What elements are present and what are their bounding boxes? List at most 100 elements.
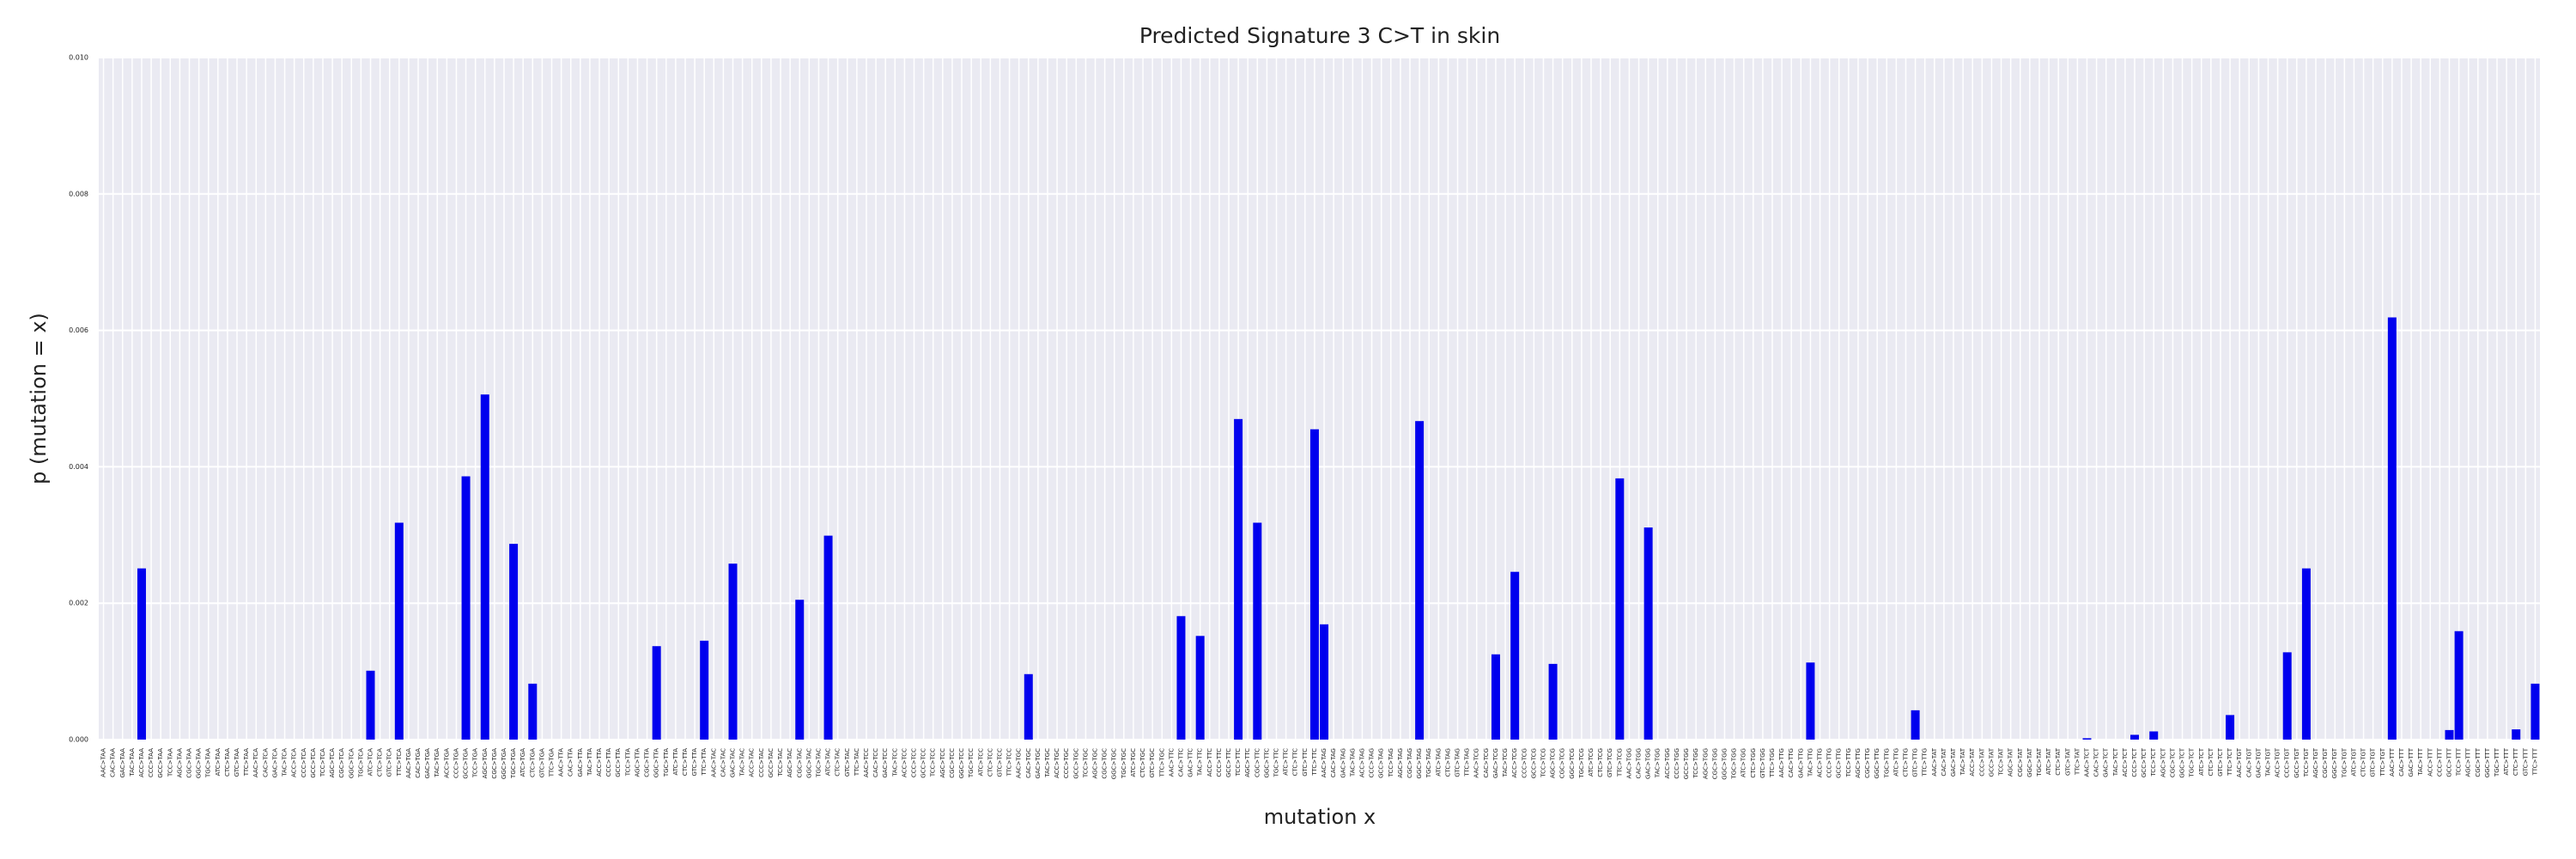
bar [1024,673,1033,740]
bar [2082,738,2092,740]
x-tick-label: GTC>TCC [996,748,1003,777]
x-tick-label: ATC>TAG [1435,748,1442,777]
x-tick-label: TCC>TTG [1845,748,1852,777]
x-tick-label: ATC>TGA [519,748,526,777]
x-tick-label: CTC>TAG [1444,748,1451,777]
x-tick-label: CCC>TTG [1826,748,1833,777]
x-tick-label: TGC>TTA [663,748,670,777]
x-tick-label: GTC>TAC [844,748,851,777]
y-tick-label: 0.000 [69,736,88,744]
x-tick-label: TAC>TTC [1197,748,1204,777]
x-tick-label: GTC>TCT [2217,747,2224,777]
x-tick-label: GCC>TAC [768,748,775,777]
x-tick-label: TTC>TAA [243,748,250,777]
x-tick-label: GAC>TAC [730,748,737,777]
x-tick-label: AAC>TTG [1778,748,1785,777]
bar [1415,421,1425,740]
x-tick-label: CGC>TTG [1864,748,1871,778]
x-tick-label: CTC>TAC [835,748,841,777]
x-tick-label: TTC>TCC [1006,748,1013,777]
x-tick-label: CTC>TGC [1139,748,1146,777]
x-tick-label: ATC>TAC [825,748,832,776]
x-tick-label: TTC>TGT [2379,747,2386,777]
x-tick-label: TTC>TGG [1769,748,1776,778]
x-tick-label: ATC>TGG [1741,748,1747,777]
x-tick-label: AAC>TAA [100,748,107,777]
x-tick-label: ATC>TAT [2045,747,2052,775]
x-tick-label: CAC>TGA [415,748,422,778]
x-tick-label: TAC>TTA [586,748,593,777]
x-tick-label: CCC>TTC [1216,748,1223,777]
y-axis-label: p (mutation = x) [27,313,51,484]
x-tick-label: AGC>TCG [1550,748,1557,778]
x-tick-label: CTC>TCA [377,748,384,777]
x-tick-label: GTC>TCG [1607,748,1613,777]
x-tick-label: TTC>TTG [1922,748,1929,777]
bar [700,640,709,740]
bar [1195,636,1205,740]
x-tick-label: CCC>TAT [1978,747,1985,777]
x-tick-label: CGC>TAA [186,748,193,778]
x-tick-label: ATC>TGT [2350,747,2357,776]
x-tick-label: ACC>TGC [1054,748,1060,778]
x-tick-label: TAC>TTG [1807,748,1814,777]
x-tick-label: CGC>TCC [949,748,956,778]
x-tick-label: TCC>TCA [319,748,326,777]
x-tick-label: GGC>TGC [1111,748,1118,779]
x-tick-label: TCC>TCG [1540,748,1546,778]
x-tick-label: AGC>TGC [1092,748,1099,779]
bar [1643,527,1653,740]
x-tick-label: ACC>TGT [2275,747,2281,777]
x-tick-label: ACC>TTT [2427,747,2433,777]
x-tick-label: GGC>TAA [196,748,203,778]
x-tick-label: CCC>TTA [605,748,612,777]
x-tick-label: CTC>TTG [1902,748,1909,777]
bar [728,564,738,740]
x-tick-label: TTC>TAC [854,748,860,777]
y-tick-label: 0.008 [69,190,88,198]
x-tick-label: TCC>TTT [2456,747,2463,777]
x-tick-label: AAC>TTC [1168,748,1175,777]
x-tick-label: CCC>TGC [1063,748,1070,778]
x-tick-label: AGC>TGA [482,748,489,779]
x-tick-label: AAC>TGA [405,748,412,778]
x-tick-label: GAC>TTC [1188,748,1194,777]
x-tick-label: TAC>TTT [2417,747,2424,776]
x-tick-label: GAC>TTG [1797,748,1804,778]
x-tick-label: CCC>TAA [148,748,155,777]
x-tick-label: GCC>TGT [2293,747,2300,778]
bar [1806,662,1815,740]
bar [2226,715,2235,740]
x-tick-label: GTC>TAA [234,748,240,777]
x-tick-label: TCC>TAT [1998,747,2005,776]
x-tick-label: CGC>TCA [338,748,345,778]
y-tick-label: 0.010 [69,54,88,62]
x-tick-label: GAC>TGT [2255,747,2262,777]
x-tick-label: CAC>TTC [1177,748,1184,777]
x-tick-label: TGC>TGC [1121,748,1127,779]
x-tick-label: GAC>TGC [1035,748,1042,779]
x-tick-label: GGC>TAT [2026,747,2033,777]
x-tick-label: GGC>TAG [1416,748,1423,778]
x-tick-label: ACC>TTG [1817,748,1824,777]
x-tick-label: TCC>TGT [2303,747,2310,777]
x-tick-label: CAC>TGT [2245,747,2252,777]
bar [2454,631,2464,740]
x-tick-label: TCC>TGG [1692,748,1699,779]
x-tick-label: TAC>TAG [1349,748,1356,777]
bar [137,568,146,740]
bar [2512,729,2521,740]
x-tick-label: AGC>TAC [787,748,793,777]
x-tick-label: CGC>TGT [2322,747,2329,778]
x-tick-label: AGC>TTT [2465,747,2472,777]
x-tick-label: TTC>TTC [1311,748,1318,777]
x-tick-label: AGC>TTA [634,748,641,777]
x-tick-label: GGC>TGT [2331,747,2338,778]
bar [2282,652,2292,740]
x-tick-label: CCC>TCA [301,748,307,777]
x-tick-label: GAC>TTT [2408,747,2415,777]
x-tick-label: TAC>TGG [1655,748,1662,778]
x-tick-label: GTC>TAG [1455,748,1461,777]
bar [652,646,661,740]
plot-background [99,58,2540,740]
